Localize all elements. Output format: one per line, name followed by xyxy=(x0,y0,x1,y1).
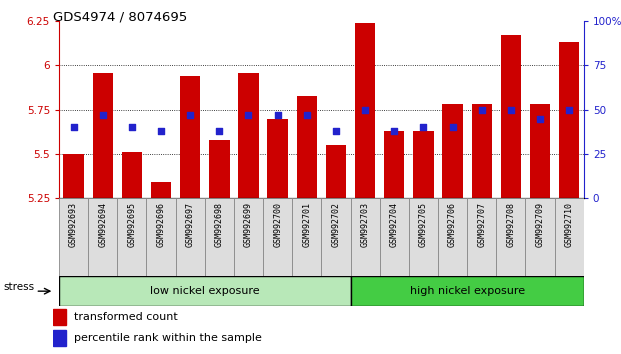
Bar xyxy=(63,154,84,198)
Point xyxy=(506,107,516,113)
Point xyxy=(448,125,458,130)
Bar xyxy=(496,198,525,276)
Text: GSM992710: GSM992710 xyxy=(564,202,574,247)
Point xyxy=(477,107,487,113)
Text: stress: stress xyxy=(3,282,34,292)
Bar xyxy=(355,23,375,198)
Text: GSM992698: GSM992698 xyxy=(215,202,224,247)
Bar xyxy=(209,140,230,198)
Bar xyxy=(292,198,322,276)
Text: high nickel exposure: high nickel exposure xyxy=(410,286,525,296)
Text: GSM992696: GSM992696 xyxy=(156,202,166,247)
Text: GSM992697: GSM992697 xyxy=(186,202,194,247)
Point xyxy=(535,116,545,121)
Text: GSM992706: GSM992706 xyxy=(448,202,457,247)
Bar xyxy=(180,76,201,198)
Bar xyxy=(176,198,205,276)
Bar xyxy=(322,198,350,276)
Bar xyxy=(151,182,171,198)
Bar xyxy=(442,104,463,198)
Bar xyxy=(409,198,438,276)
Text: GSM992704: GSM992704 xyxy=(390,202,399,247)
Text: GSM992705: GSM992705 xyxy=(419,202,428,247)
Point xyxy=(68,125,78,130)
Bar xyxy=(525,198,555,276)
Text: GSM992701: GSM992701 xyxy=(302,202,311,247)
Text: GSM992708: GSM992708 xyxy=(506,202,515,247)
Point xyxy=(360,107,370,113)
Bar xyxy=(350,276,584,306)
Text: GSM992703: GSM992703 xyxy=(361,202,369,247)
Bar xyxy=(53,330,66,346)
Point xyxy=(419,125,428,130)
Text: percentile rank within the sample: percentile rank within the sample xyxy=(74,333,261,343)
Point xyxy=(302,112,312,118)
Bar xyxy=(379,198,409,276)
Bar xyxy=(530,104,550,198)
Text: GSM992699: GSM992699 xyxy=(244,202,253,247)
Bar xyxy=(471,104,492,198)
Point xyxy=(331,128,341,134)
Point xyxy=(97,112,107,118)
Bar xyxy=(59,276,350,306)
Point xyxy=(273,112,283,118)
Point xyxy=(389,128,399,134)
Bar xyxy=(117,198,147,276)
Bar xyxy=(326,145,346,198)
Bar xyxy=(350,198,379,276)
Text: GSM992693: GSM992693 xyxy=(69,202,78,247)
Bar xyxy=(59,198,88,276)
Bar xyxy=(88,198,117,276)
Point xyxy=(127,125,137,130)
Text: GSM992702: GSM992702 xyxy=(332,202,340,247)
Bar xyxy=(438,198,467,276)
Bar xyxy=(234,198,263,276)
Point xyxy=(564,107,574,113)
Point xyxy=(214,128,224,134)
Bar xyxy=(384,131,404,198)
Point xyxy=(156,128,166,134)
Text: transformed count: transformed count xyxy=(74,312,178,322)
Bar xyxy=(122,152,142,198)
Bar xyxy=(53,309,66,325)
Bar xyxy=(147,198,176,276)
Text: GSM992694: GSM992694 xyxy=(98,202,107,247)
Bar xyxy=(205,198,234,276)
Bar xyxy=(268,119,288,198)
Text: low nickel exposure: low nickel exposure xyxy=(150,286,260,296)
Point xyxy=(185,112,195,118)
Bar xyxy=(413,131,433,198)
Text: GSM992707: GSM992707 xyxy=(477,202,486,247)
Bar xyxy=(297,96,317,198)
Bar xyxy=(559,42,579,198)
Bar xyxy=(467,198,496,276)
Bar xyxy=(555,198,584,276)
Text: GSM992700: GSM992700 xyxy=(273,202,282,247)
Point xyxy=(243,112,253,118)
Bar xyxy=(501,35,521,198)
Text: GSM992709: GSM992709 xyxy=(535,202,545,247)
Bar xyxy=(263,198,292,276)
Bar xyxy=(93,73,113,198)
Text: GSM992695: GSM992695 xyxy=(127,202,137,247)
Text: GDS4974 / 8074695: GDS4974 / 8074695 xyxy=(53,11,187,24)
Bar xyxy=(238,73,259,198)
